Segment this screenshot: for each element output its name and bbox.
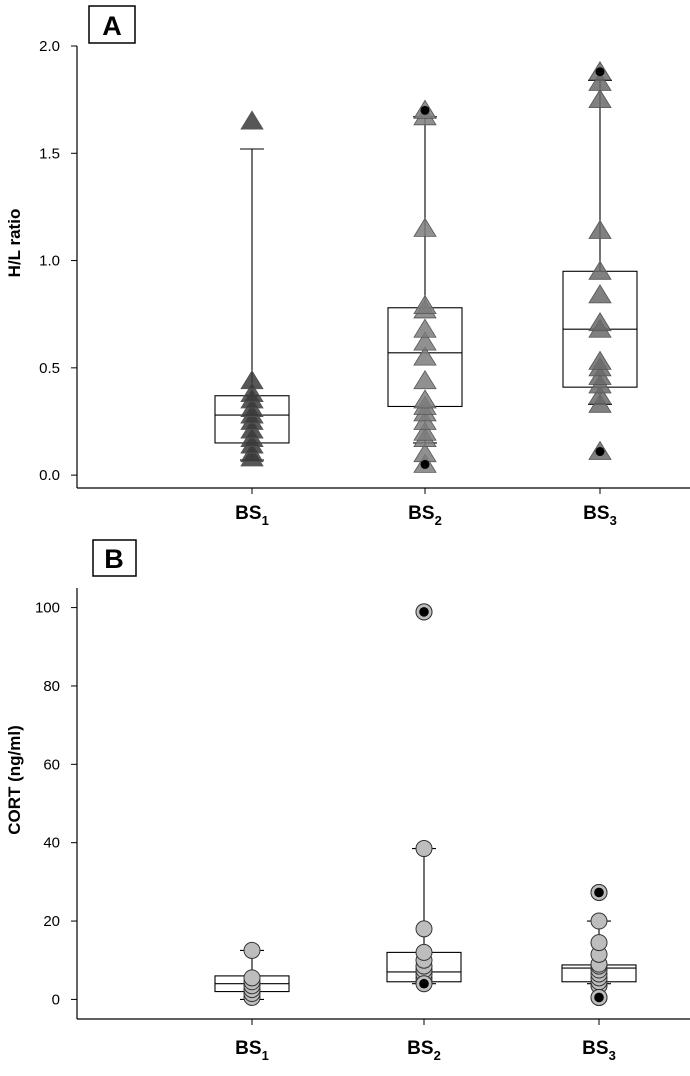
panel-b-y-tick-label: 40 [43,835,60,852]
panel-b-x-label-bs1: BS1 [235,1038,269,1063]
panel-b-x-label-bs3: BS3 [582,1038,616,1063]
panel-a-bs2-point [413,294,437,315]
panel-a-bs1-point [240,110,264,130]
panel-b-letter: B [104,544,124,574]
panel-b-letter-box [92,539,137,577]
panel-b-y-tick-label: 0 [52,991,60,1008]
panel-a-x-label-bs3: BS3 [583,503,617,528]
panel-a-bs3-point [588,88,612,109]
panel-a-bs2-point [413,389,437,409]
panel-a-letter: A [102,11,122,41]
chart-marks [71,45,690,1025]
panel-a-y-tick-label: 0.0 [39,467,60,484]
panel-b-y-tick-label: 80 [43,678,60,695]
panel-a-x-label-bs1: BS1 [235,503,269,528]
panel-b-bs2-outlier [419,978,429,989]
panel-b-y-ticks: 0 20 40 60 80 100 [35,600,60,1009]
panel-a: A H/L ratio 0.0 0.5 1.0 1.5 2.0 BS1 BS2 … [5,5,617,528]
panel-b-y-tick-label: 100 [35,600,60,617]
panel-a-bs2-point [413,346,437,366]
panel-a-bs3-outlier [595,67,605,77]
panel-a-bs3-point [588,71,612,91]
panel-a-bs2-point [413,217,437,237]
panel-a-bs2-outlier [420,459,430,469]
panel-b-bs3-outlier [594,887,604,898]
panel-a-bs3-point [588,384,612,405]
panel-b-bs3-outlier [594,992,604,1003]
panel-b-x-labels: BS1 BS2 BS3 [235,1038,616,1063]
panel-a-bs3-point [588,350,612,370]
panel-a-y-tick-label: 1.5 [39,145,60,162]
panel-b-bs2-point [415,943,433,961]
panel-a-x-labels: BS1 BS2 BS3 [235,503,617,528]
panel-a-bs2-point [413,318,437,338]
panel-a-bs1-point [240,382,264,402]
panel-a-bs2-point [413,421,437,441]
panel-a-bs3-point [588,219,612,239]
panel-b-x-label-bs2: BS2 [407,1038,441,1063]
panel-a-y-tick-label: 2.0 [39,38,60,55]
panel-b-bs3-point [590,912,608,930]
panel-a-bs3-point [588,284,612,304]
panel-a-y-tick-label: 0.5 [39,360,60,377]
panel-a-bs1-point [240,369,264,390]
panel-a-y-axis-title: H/L ratio [5,209,24,278]
panel-a-bs2-point [413,331,437,351]
panel-a-bs2-point [413,369,437,390]
panel-a-bs3-point [588,260,612,280]
panel-a-bs3-point [588,312,612,332]
panel-a-y-ticks: 0.0 0.5 1.0 1.5 2.0 [39,38,60,484]
panel-b: B CORT (ng/ml) 0 20 40 60 80 100 BS1 BS2… [5,539,616,1063]
panel-a-bs2-outlier [420,105,430,115]
panel-b-bs2-outlier [419,607,429,617]
panel-a-bs3-outlier [595,447,605,457]
panel-b-bs2-point [415,840,433,858]
panel-b-y-tick-label: 60 [43,756,60,773]
panel-b-bs2-point [415,920,433,938]
panel-a-letter-box [88,5,136,44]
panel-b-bs1-point [243,941,261,959]
panel-b-bs3-point [590,934,608,952]
panel-a-x-label-bs2: BS2 [408,503,442,528]
panel-b-y-tick-label: 20 [43,913,60,930]
panel-b-bs1-point [243,969,261,987]
panel-b-y-axis-title: CORT (ng/ml) [5,725,24,835]
panel-a-y-tick-label: 1.0 [39,253,60,270]
